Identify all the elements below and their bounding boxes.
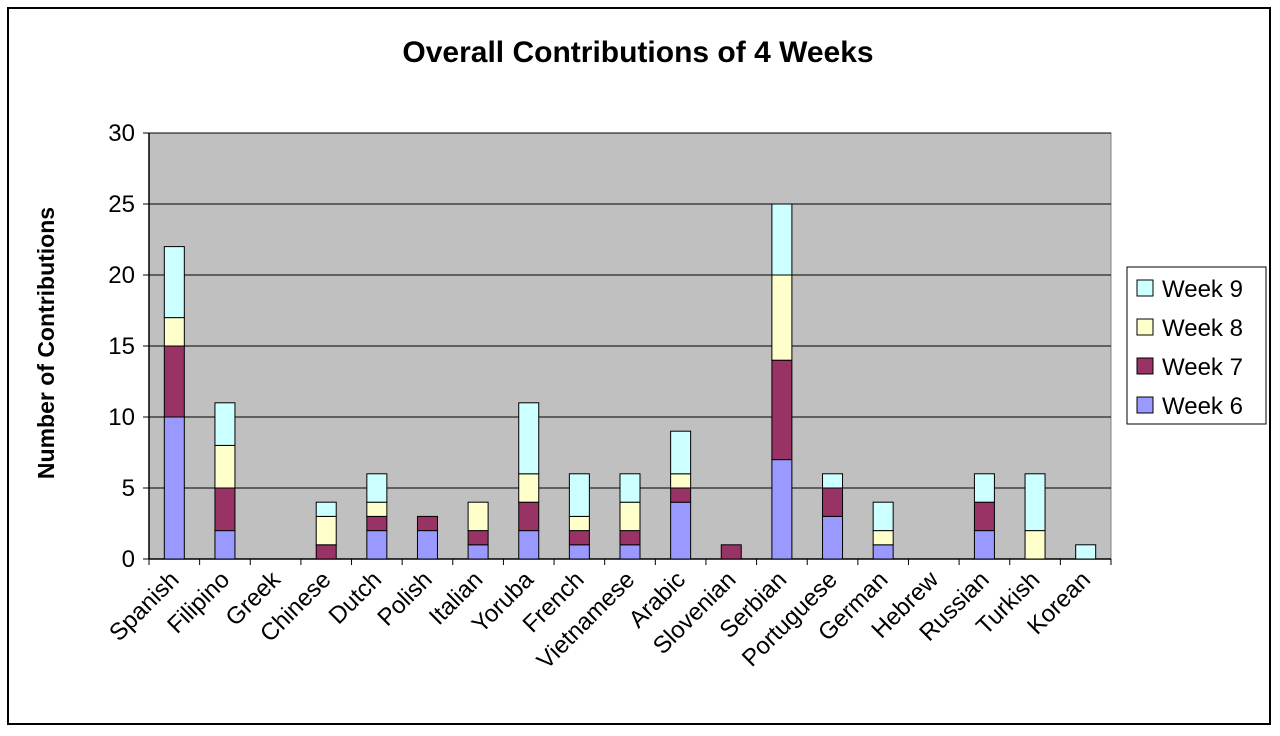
bar-segment xyxy=(214,530,236,560)
bar-segment xyxy=(163,246,185,319)
y-tick-label: 10 xyxy=(108,404,135,431)
legend: Week 9 Week 8 Week 7 Week 6 xyxy=(1126,266,1267,425)
legend-swatch xyxy=(1136,396,1154,414)
y-tick-label: 25 xyxy=(108,191,135,218)
bar-segment xyxy=(771,203,793,276)
bar-segment xyxy=(822,473,844,489)
bar-segment xyxy=(315,501,337,517)
plot-area: 051015202530SpanishFilipinoGreekChineseD… xyxy=(104,120,1112,675)
bar-segment xyxy=(518,501,540,532)
bar-segment xyxy=(670,487,692,503)
bar-segment xyxy=(619,473,641,503)
legend-swatch xyxy=(1136,357,1154,375)
legend-swatch xyxy=(1136,279,1154,297)
bar-segment xyxy=(214,487,236,532)
bar-segment xyxy=(822,515,844,560)
y-axis-label: Number of Contributions xyxy=(33,207,59,479)
bar-segment xyxy=(822,487,844,517)
bar-segment xyxy=(619,530,641,546)
y-tick-label: 20 xyxy=(108,262,135,289)
bar-segment xyxy=(163,317,185,347)
legend-entry: Week 8 xyxy=(1162,315,1243,342)
bar-segment xyxy=(518,473,540,503)
bar-segment xyxy=(619,501,641,532)
bar-segment xyxy=(214,444,236,489)
bar-segment xyxy=(366,501,388,517)
bar-segment xyxy=(771,274,793,361)
x-tick-label: Spanish xyxy=(104,566,184,646)
bar-segment xyxy=(366,473,388,503)
bar-segment xyxy=(366,515,388,532)
bar-segment xyxy=(973,530,995,560)
legend-entry: Week 7 xyxy=(1162,354,1243,381)
bar-segment xyxy=(771,459,793,560)
bar-segment xyxy=(973,473,995,503)
bar-segment xyxy=(1024,473,1046,532)
chart-title: Overall Contributions of 4 Weeks xyxy=(402,36,873,69)
bar-segment xyxy=(670,473,692,489)
bar-segment xyxy=(315,515,337,546)
x-tick-label: Dutch xyxy=(324,566,387,629)
bar-segment xyxy=(315,544,337,560)
y-tick-label: 5 xyxy=(122,475,135,502)
y-tick-label: 15 xyxy=(108,333,135,360)
bar-segment xyxy=(416,515,438,532)
bar-segment xyxy=(973,501,995,532)
bar-segment xyxy=(670,501,692,560)
bar-segment xyxy=(416,530,438,560)
bar-segment xyxy=(872,501,894,532)
legend-entry: Week 9 xyxy=(1162,276,1243,303)
bar-segment xyxy=(518,402,540,475)
legend-entry: Week 6 xyxy=(1162,393,1243,420)
bar-segment xyxy=(467,501,489,532)
bar-segment xyxy=(1024,530,1046,560)
bar-segment xyxy=(720,544,742,560)
bar-segment xyxy=(619,544,641,560)
bar-segment xyxy=(467,530,489,546)
legend-swatch xyxy=(1136,318,1154,336)
bar-segment xyxy=(366,530,388,560)
bar-segment xyxy=(1075,544,1097,560)
bar-segment xyxy=(670,430,692,475)
bar-segment xyxy=(568,473,590,517)
bar-segment xyxy=(214,402,236,446)
x-tick-label: Polish xyxy=(372,566,437,631)
bar-segment xyxy=(568,515,590,532)
bar-segment xyxy=(163,345,185,418)
bar-segment xyxy=(771,359,793,461)
bar-segment xyxy=(568,530,590,546)
y-tick-label: 0 xyxy=(122,546,135,573)
bar-segment xyxy=(872,530,894,546)
bar-segment xyxy=(163,416,185,560)
bar-segment xyxy=(568,544,590,560)
bar-segment xyxy=(467,544,489,560)
bar-segment xyxy=(518,530,540,560)
bar-segment xyxy=(872,544,894,560)
y-tick-label: 30 xyxy=(108,120,135,147)
